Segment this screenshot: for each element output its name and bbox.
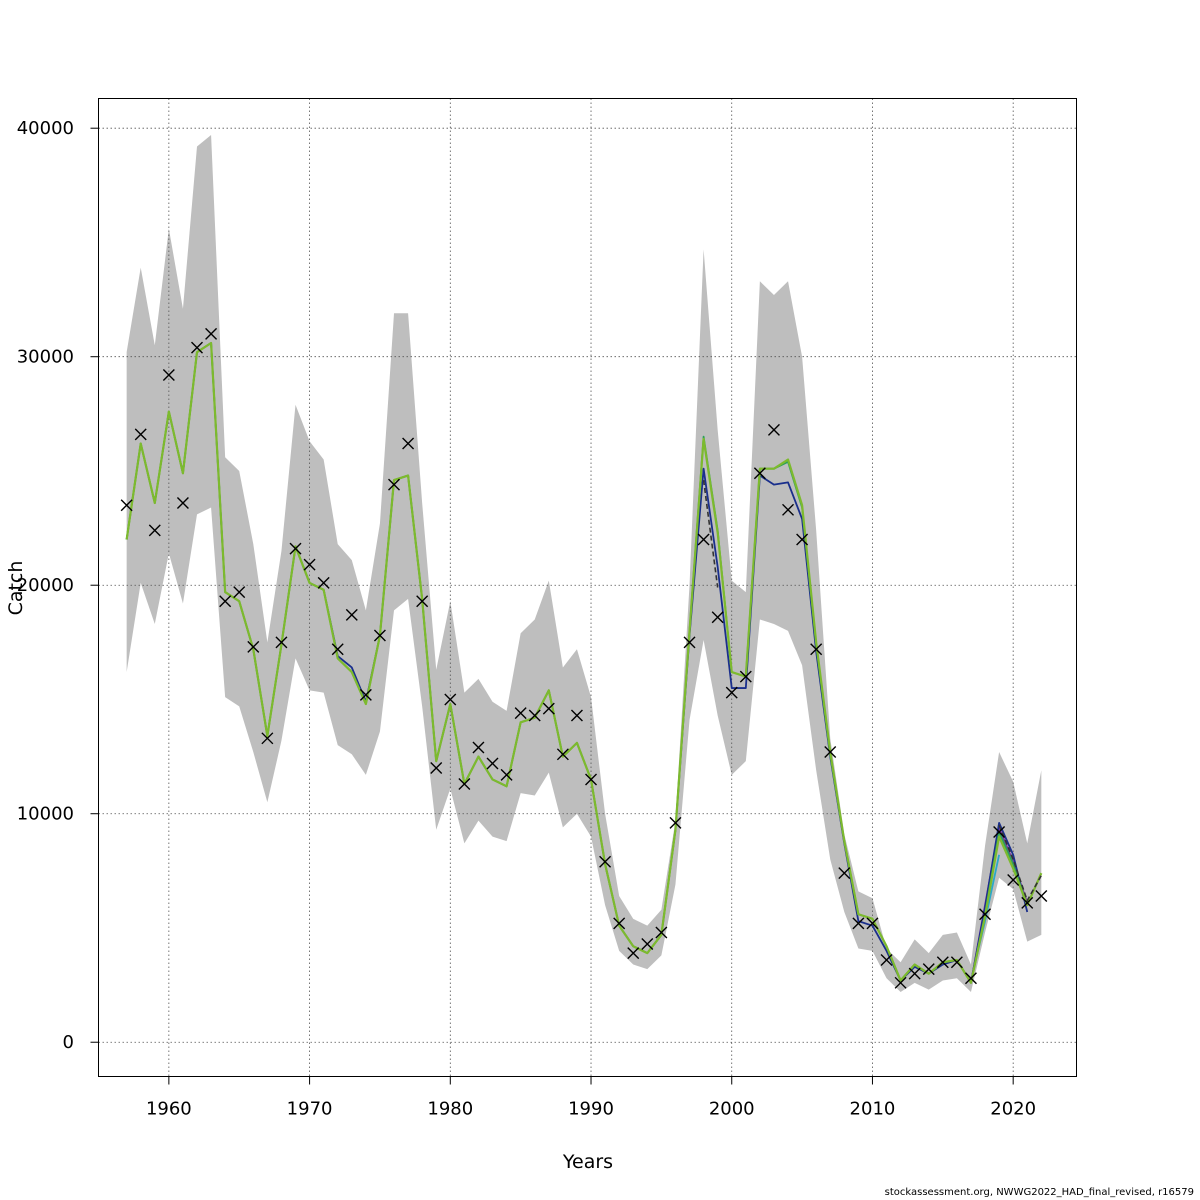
observed-point [908,967,921,980]
observed-point [556,748,569,761]
observed-point [936,956,949,969]
observed-point [782,503,795,516]
observed-point [725,686,738,699]
observed-point [500,768,513,781]
observed-point [472,741,485,754]
x-tick-label: 2010 [850,1099,896,1120]
observed-point [162,368,175,381]
x-tick-label: 1960 [146,1099,192,1120]
observed-point [359,688,372,701]
x-tick-label: 1970 [287,1099,333,1120]
observed-point [767,423,780,436]
y-tick-label: 20000 [17,575,74,596]
observed-point [416,595,429,608]
observed-point [430,762,443,775]
y-tick-label: 10000 [17,804,74,825]
observed-point [205,327,218,340]
observed-point [838,867,851,880]
observed-point [303,558,316,571]
observed-point [950,956,963,969]
x-tick-label: 2020 [990,1099,1036,1120]
observed-point [993,826,1006,838]
observed-point [585,773,598,786]
observed-point [697,533,710,546]
footer-credit: stockassessment.org, NWWG2022_HAD_final_… [884,1187,1194,1198]
observed-point [1007,873,1020,886]
x-tick-label: 1980 [427,1099,473,1120]
y-tick-label: 30000 [17,347,74,368]
observed-point [345,608,358,621]
x-axis: 1960 1970 1980 1990 2000 2010 2020 [146,1076,1036,1120]
observed-point [120,499,133,512]
observed-point [219,595,232,608]
observed-point [261,732,274,745]
observed-point [627,947,640,960]
observed-point [796,533,809,546]
observed-point [388,478,401,491]
observed-point [528,709,541,722]
observed-point [683,636,696,649]
observed-point [148,524,161,537]
observed-point [514,707,527,720]
observed-point [444,693,457,706]
x-tick-label: 2000 [709,1099,755,1120]
observed-point [1035,889,1048,902]
y-axis-title: Catch [5,561,27,616]
observed-point [739,670,752,683]
observed-point [613,917,626,930]
y-tick-label: 0 [63,1032,74,1053]
observed-point [289,542,302,555]
y-axis: 0 10000 20000 30000 40000 [17,118,99,1053]
observed-point [641,937,654,950]
series-line-dashed [702,479,1043,903]
observed-point [176,496,189,509]
observed-point [542,702,555,715]
observed-point [458,778,471,791]
observed-point [134,428,147,441]
observed-point [247,640,260,653]
observed-point [655,926,668,939]
observed-markers [120,327,1048,989]
observed-point [486,757,499,770]
observed-point [317,576,330,589]
series-line-1 [125,341,1043,984]
observed-point [964,972,977,985]
observed-point [191,341,203,354]
observed-point [599,855,612,868]
observed-point [373,629,386,642]
observed-point [922,963,935,976]
observed-point [894,976,907,989]
observed-point [233,586,246,599]
observed-point [331,643,344,656]
observed-point [852,917,865,930]
x-tick-label: 1990 [568,1099,614,1120]
observed-point [866,917,879,930]
observed-point [979,908,992,921]
plot-frame [98,98,1077,1077]
observed-point [880,953,893,966]
gridlines [98,98,1077,1077]
y-tick-label: 40000 [17,118,74,139]
observed-point [275,636,288,649]
observed-point [669,816,682,829]
observed-point [753,467,766,480]
observed-point [810,643,823,656]
observed-point [402,437,415,450]
observed-point [824,746,837,759]
x-axis-title: Years [562,1151,613,1173]
observed-point [711,611,724,624]
observed-point [1021,896,1034,909]
observed-point [570,709,583,722]
